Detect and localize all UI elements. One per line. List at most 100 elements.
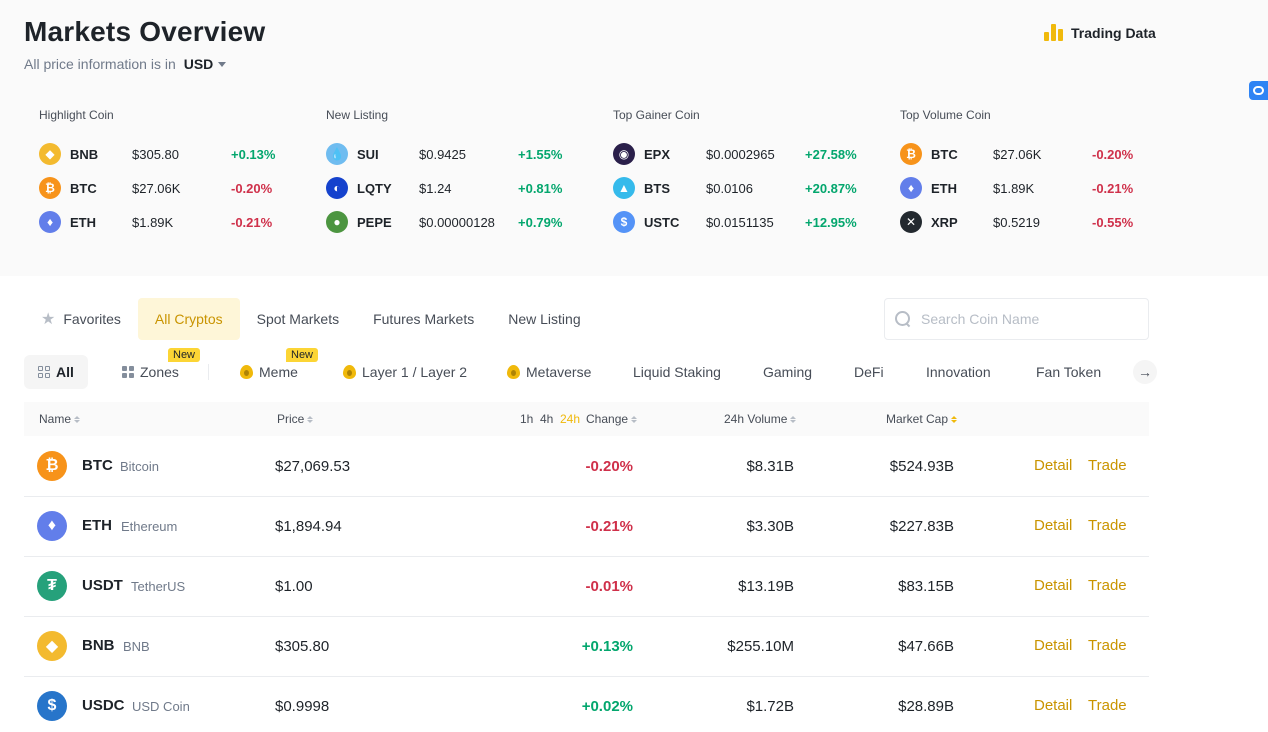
coin-change: +12.95% xyxy=(805,214,857,230)
coin-symbol: EPX xyxy=(644,146,671,162)
header-volume: 24h Volume xyxy=(724,412,788,426)
coin-change: -0.55% xyxy=(1092,214,1134,230)
sort-icon xyxy=(307,415,314,423)
sort-name[interactable]: Name xyxy=(39,402,81,436)
coin-name: Ethereum xyxy=(121,519,178,534)
coin-change: -0.01% xyxy=(585,578,633,595)
timeframe-24h[interactable]: 24h xyxy=(560,412,581,426)
table-row[interactable]: ₮ USDT TetherUS $1.00 -0.01% $13.19B $83.15B De… xyxy=(24,557,1149,617)
tab-all-cryptos[interactable]: All Cryptos xyxy=(137,298,240,340)
header-market-cap: Market Cap xyxy=(886,412,949,426)
coin-change: +0.81% xyxy=(518,180,563,196)
bar-chart-icon xyxy=(1044,24,1063,41)
coin-price: $1.24 xyxy=(419,180,452,196)
table-row[interactable]: ♦ ETH Ethereum $1,894.94 -0.21% $3.30B $227.83… xyxy=(24,497,1149,557)
detail-link[interactable]: Detail xyxy=(1034,697,1073,714)
coin-change: -0.20% xyxy=(231,180,273,196)
category-all[interactable]: All xyxy=(24,355,88,389)
scroll-right-button[interactable]: → xyxy=(1133,360,1157,384)
category-layer-label: Layer 1 / Layer 2 xyxy=(362,364,468,380)
sort-active-icon xyxy=(951,415,958,423)
tab-spot-markets[interactable]: Spot Markets xyxy=(240,298,356,340)
currency-info-label: All price information is in xyxy=(24,56,176,72)
coin-symbol: BTC xyxy=(931,146,958,162)
table-row[interactable]: ₿ BTC Bitcoin $27,069.53 -0.20% $8.31B $524.93… xyxy=(24,437,1149,497)
search-box xyxy=(884,298,1149,340)
detail-link[interactable]: Detail xyxy=(1034,517,1073,534)
sort-icon xyxy=(74,415,81,423)
category-meme[interactable]: Meme New xyxy=(240,348,319,389)
highlight-coin-row[interactable]: ♦ ETH $1.89K -0.21% xyxy=(900,176,1160,200)
highlight-coin-row[interactable]: ▲ BTS $0.0106 +20.87% xyxy=(613,176,873,200)
category-metaverse[interactable]: Metaverse xyxy=(507,355,591,389)
tab-favorites[interactable]: ★ Favorites xyxy=(24,298,138,340)
currency-info: All price information is in USD xyxy=(24,56,227,72)
trade-link[interactable]: Trade xyxy=(1088,517,1127,534)
table-row[interactable]: ◆ BNB BNB $305.80 +0.13% $255.10M $47.66B Detai… xyxy=(24,617,1149,677)
category-zones[interactable]: Zones New xyxy=(122,348,201,389)
highlight-coin-row[interactable]: ● PEPE $0.00000128 +0.79% xyxy=(326,210,586,234)
sort-change[interactable]: Change xyxy=(586,402,638,436)
category-filter-bar: All Zones New Meme New Layer 1 / Layer 2… xyxy=(24,348,1164,389)
coin-price: $0.9998 xyxy=(275,698,330,715)
table-row[interactable]: $ USDC USD Coin $0.9998 +0.02% $1.72B $28.89B D… xyxy=(24,677,1149,732)
coin-symbol: PEPE xyxy=(357,214,392,230)
timeframe-4h[interactable]: 4h xyxy=(540,412,554,426)
bnb-icon: ◆ xyxy=(37,631,67,661)
sort-price[interactable]: Price xyxy=(277,402,314,436)
highlight-coin-row[interactable]: ◆ BNB $305.80 +0.13% xyxy=(39,142,299,166)
highlight-coin-row[interactable]: ◐ LQTY $1.24 +0.81% xyxy=(326,176,586,200)
sort-volume[interactable]: 24h Volume xyxy=(724,402,797,436)
coin-symbol: ETH xyxy=(70,214,96,230)
coin-change: -0.21% xyxy=(585,518,633,535)
category-innovation[interactable]: Innovation xyxy=(926,355,991,389)
coin-price: $1.00 xyxy=(275,578,313,595)
trade-link[interactable]: Trade xyxy=(1088,577,1127,594)
category-liquid-staking-label: Liquid Staking xyxy=(633,364,721,380)
detail-link[interactable]: Detail xyxy=(1034,637,1073,654)
tab-new-listing[interactable]: New Listing xyxy=(491,298,597,340)
highlight-coin-row[interactable]: ✕ XRP $0.5219 -0.55% xyxy=(900,210,1160,234)
highlight-heading: Top Gainer Coin xyxy=(613,108,700,122)
metaverse-icon xyxy=(507,365,520,379)
tab-spot-markets-label: Spot Markets xyxy=(256,311,340,327)
category-defi[interactable]: DeFi xyxy=(854,355,884,389)
tab-futures-markets[interactable]: Futures Markets xyxy=(356,298,491,340)
category-layer[interactable]: Layer 1 / Layer 2 xyxy=(343,355,467,389)
category-gaming[interactable]: Gaming xyxy=(763,355,812,389)
detail-link[interactable]: Detail xyxy=(1034,457,1073,474)
arrow-right-icon: → xyxy=(1138,364,1152,380)
sort-market-cap[interactable]: Market Cap xyxy=(886,402,958,436)
coin-symbol: BTS xyxy=(644,180,670,196)
category-liquid-staking[interactable]: Liquid Staking xyxy=(633,355,721,389)
layer-icon xyxy=(343,365,356,379)
category-fan-token[interactable]: Fan Token xyxy=(1036,355,1101,389)
highlight-coin-row[interactable]: ♦ ETH $1.89K -0.21% xyxy=(39,210,299,234)
usdc-icon: $ xyxy=(37,691,67,721)
new-badge: New xyxy=(168,348,201,362)
highlight-coin-row[interactable]: $ USTC $0.0151135 +12.95% xyxy=(613,210,873,234)
coin-price: $0.9425 xyxy=(419,146,466,162)
coin-price: $27.06K xyxy=(132,180,181,196)
coin-price: $1.89K xyxy=(132,214,174,230)
search-input[interactable] xyxy=(921,311,1131,327)
timeframe-1h[interactable]: 1h xyxy=(520,412,534,426)
detail-link[interactable]: Detail xyxy=(1034,577,1073,594)
coin-market-cap: $524.93B xyxy=(889,458,954,475)
highlight-column: Top Volume Coin ₿ BTC $27.06K -0.20% ♦ ETH $1.8… xyxy=(885,108,1145,233)
highlight-coin-row[interactable]: ◉ EPX $0.0002965 +27.58% xyxy=(613,142,873,166)
highlight-coin-row[interactable]: ₿ BTC $27.06K -0.20% xyxy=(900,142,1160,166)
tab-futures-markets-label: Futures Markets xyxy=(373,311,475,327)
zones-icon xyxy=(122,366,134,378)
trade-link[interactable]: Trade xyxy=(1088,637,1127,654)
sui-icon: 💧 xyxy=(326,143,348,165)
highlight-coin-row[interactable]: ₿ BTC $27.06K -0.20% xyxy=(39,176,299,200)
highlight-coin-row[interactable]: 💧 SUI $0.9425 +1.55% xyxy=(326,142,586,166)
trade-link[interactable]: Trade xyxy=(1088,457,1127,474)
support-chat-button[interactable] xyxy=(1249,81,1268,100)
category-divider xyxy=(208,364,209,380)
trade-link[interactable]: Trade xyxy=(1088,697,1127,714)
currency-selector[interactable]: USD xyxy=(184,56,227,72)
trading-data-link[interactable]: Trading Data xyxy=(1044,24,1156,41)
highlight-heading: Highlight Coin xyxy=(39,108,114,122)
